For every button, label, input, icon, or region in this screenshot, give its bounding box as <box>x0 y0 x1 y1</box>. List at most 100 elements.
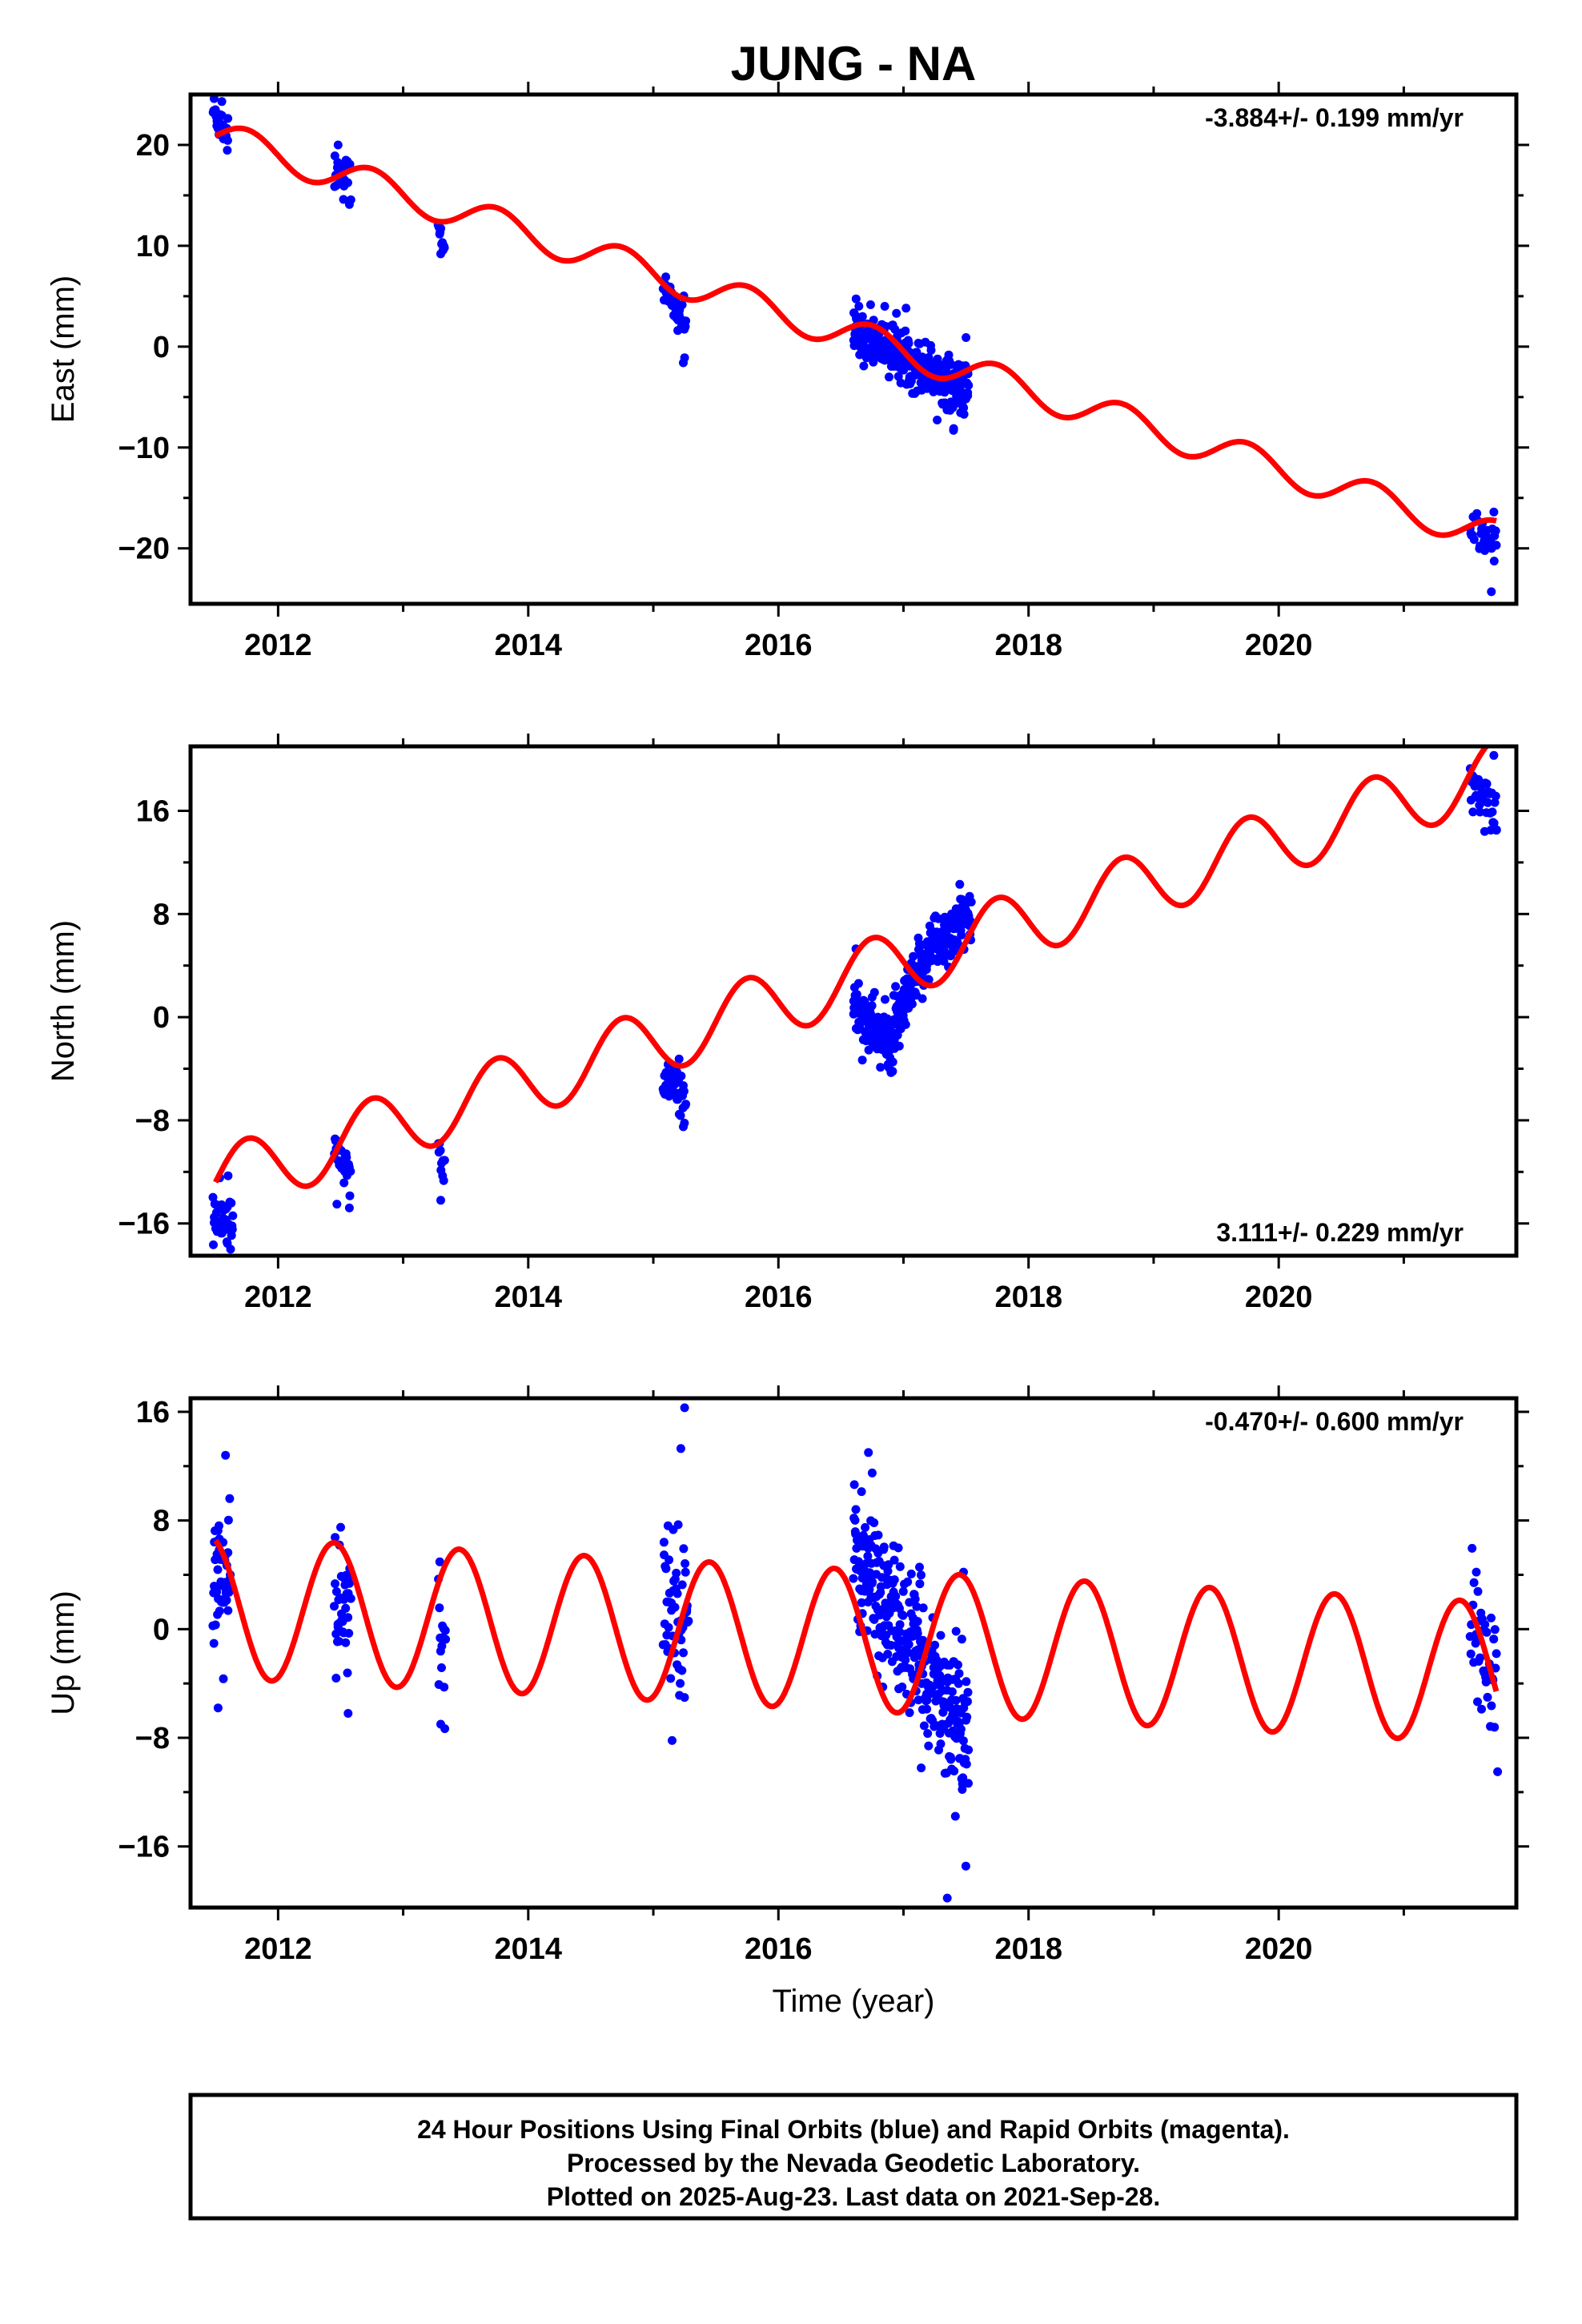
y-tick-label: 0 <box>153 1001 170 1035</box>
data-point <box>885 372 893 382</box>
data-point <box>1483 1692 1492 1702</box>
data-point <box>893 1543 903 1553</box>
data-point <box>668 1735 677 1745</box>
data-point <box>851 1505 861 1514</box>
data-point <box>958 1736 968 1746</box>
y-tick-label: 16 <box>136 795 170 829</box>
up-panel: 2012 2014 2016 2018 2020 16 8 0 −8 −16 Up (mm) -0.4… <box>46 1385 1529 1966</box>
data-point <box>670 1602 680 1612</box>
data-point <box>343 1668 352 1678</box>
data-point <box>892 308 901 318</box>
data-point <box>343 178 352 187</box>
data-point <box>895 1562 905 1571</box>
data-point <box>933 416 942 424</box>
data-point <box>336 1522 345 1532</box>
data-point <box>951 1695 961 1705</box>
data-point <box>867 1001 877 1011</box>
data-point <box>331 1674 341 1683</box>
data-point <box>879 1542 889 1552</box>
data-point <box>905 1708 914 1718</box>
data-point <box>677 1580 687 1590</box>
data-point <box>955 879 965 889</box>
plot-frame <box>188 744 1519 1258</box>
data-point <box>333 140 343 150</box>
data-point <box>1492 826 1501 835</box>
y-tick-label: −10 <box>118 432 170 465</box>
data-point <box>917 1570 926 1580</box>
y-tick-label: −20 <box>118 533 170 566</box>
data-point <box>959 403 969 412</box>
data-point <box>330 151 339 161</box>
data-point <box>947 1687 957 1696</box>
data-point <box>910 1594 920 1604</box>
data-point <box>946 1755 956 1764</box>
data-point <box>436 1146 445 1156</box>
y-tick-label: −8 <box>135 1722 170 1755</box>
data-point <box>946 360 956 369</box>
data-point <box>923 1729 933 1739</box>
data-point <box>864 1448 873 1458</box>
data-point <box>857 1598 866 1607</box>
data-point <box>223 114 233 123</box>
data-point <box>211 1620 220 1630</box>
data-point <box>861 1522 870 1532</box>
data-point <box>950 1767 959 1775</box>
rate-annotation: -0.470+/- 0.600 mm/yr <box>1205 1407 1464 1436</box>
data-point <box>223 1606 233 1615</box>
data-point <box>898 1610 908 1620</box>
data-point <box>1490 1625 1500 1634</box>
data-point <box>341 1603 351 1613</box>
data-point <box>222 1595 231 1605</box>
x-tick-label: 2016 <box>745 1932 813 1966</box>
data-point <box>950 1811 960 1821</box>
data-point <box>926 345 936 355</box>
data-point <box>437 1663 446 1672</box>
data-point <box>903 1577 913 1586</box>
data-point <box>209 1240 218 1249</box>
data-point <box>680 1693 689 1703</box>
data-points <box>208 1403 1503 1903</box>
data-point <box>889 1575 899 1585</box>
data-point <box>956 1724 966 1734</box>
data-point <box>436 223 446 233</box>
data-point <box>1468 807 1478 817</box>
data-point <box>901 1019 910 1029</box>
data-point <box>346 1594 355 1603</box>
x-tick-label: 2016 <box>745 1281 813 1314</box>
y-tick-label: 16 <box>136 1396 170 1429</box>
data-point <box>331 1629 341 1638</box>
data-point <box>217 97 227 107</box>
x-tick-label: 2018 <box>994 1281 1062 1314</box>
y-tick-label: 10 <box>136 230 170 263</box>
data-point <box>963 391 973 400</box>
data-point <box>440 1626 450 1635</box>
data-point <box>223 1515 233 1525</box>
data-point <box>963 1687 973 1697</box>
data-point <box>332 1200 342 1209</box>
data-point <box>345 1191 355 1200</box>
data-point <box>677 1666 687 1675</box>
figure-title: JUNG - NA <box>731 37 977 90</box>
data-point <box>681 316 691 326</box>
data-point <box>1473 1586 1483 1596</box>
y-tick-label: 20 <box>136 129 170 163</box>
y-axis-label: North (mm) <box>46 920 81 1082</box>
data-point <box>659 1538 669 1547</box>
data-point <box>865 300 875 309</box>
data-point <box>684 1616 693 1626</box>
data-point <box>330 1602 339 1611</box>
data-point <box>436 1719 445 1729</box>
data-point <box>343 1709 353 1718</box>
rate-annotation: 3.111+/- 0.229 mm/yr <box>1216 1218 1464 1247</box>
data-point <box>933 957 942 967</box>
data-point <box>344 1629 354 1638</box>
data-point <box>677 300 687 310</box>
x-tick-label: 2012 <box>244 1932 312 1966</box>
data-point <box>680 353 689 363</box>
data-point <box>904 1639 913 1649</box>
data-point <box>339 1178 349 1188</box>
y-tick-label: −8 <box>135 1104 170 1138</box>
data-point <box>901 326 910 336</box>
data-point <box>209 1638 219 1648</box>
